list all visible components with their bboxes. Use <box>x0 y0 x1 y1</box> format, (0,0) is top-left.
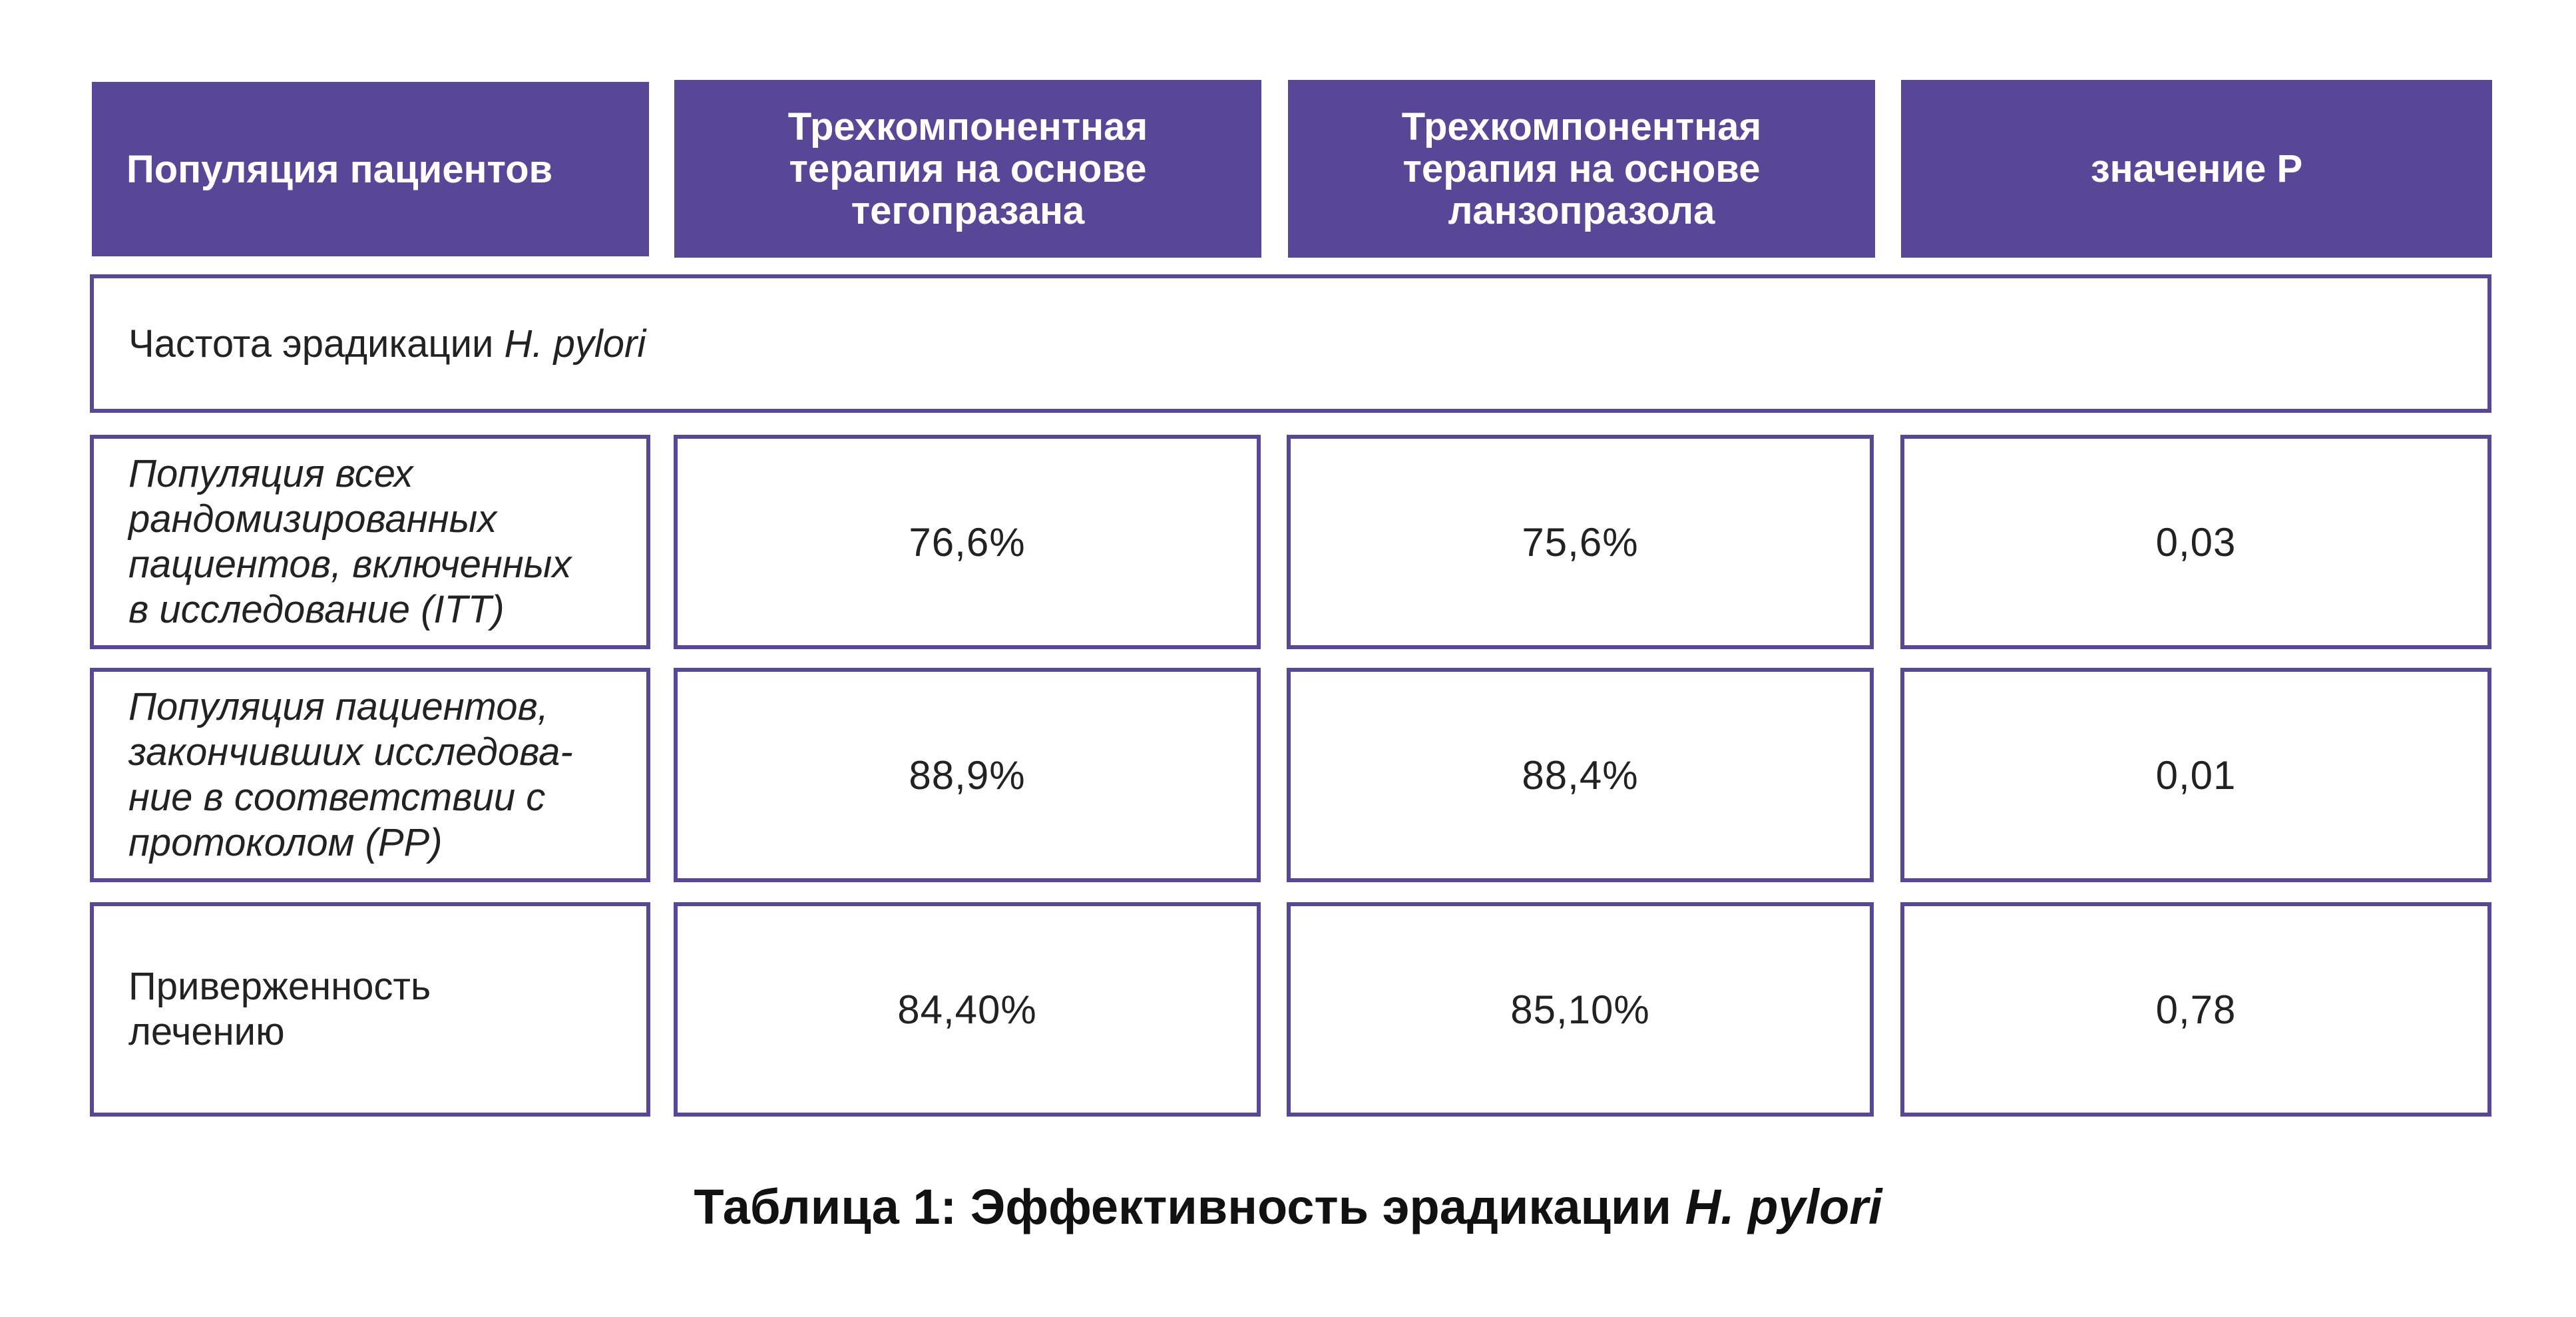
table-cell: 88,9% <box>909 752 1026 798</box>
section-title: Частота эрадикации H. pylori <box>128 322 646 366</box>
header-lansoprazole-label: Трехкомпонентная терапия на основе лaнзо… <box>1401 105 1762 232</box>
row-pp-label-text: Популяция пациентов, закончивших исследо… <box>128 685 573 864</box>
row-adherence-tegoprazan: 84,40% <box>674 902 1261 1117</box>
table-caption: Таблица 1: Эффективность эрадикации H. p… <box>0 1179 2576 1235</box>
header-lansoprazole: Трехкомпонентная терапия на основе лaнзо… <box>1288 80 1875 258</box>
table-cell: 84,40% <box>897 987 1037 1032</box>
row-pp-lansoprazole: 88,4% <box>1287 668 1874 882</box>
header-p-value-label: значение P <box>2090 147 2303 190</box>
section-title-text: Частота эрадикации <box>128 322 505 366</box>
row-adherence-label-text: Приверженность лечению <box>128 965 431 1053</box>
row-adherence-lansoprazole: 85,10% <box>1287 902 1874 1117</box>
table-cell: 0,03 <box>2155 519 2237 565</box>
header-p-value: значение P <box>1901 80 2492 258</box>
header-population: Популяция пациентов <box>92 82 649 256</box>
row-adherence-label: Приверженность лечению <box>90 902 650 1117</box>
section-title-italic: H. pylori <box>504 322 646 366</box>
section-eradication-rate: Частота эрадикации H. pylori <box>90 274 2491 413</box>
table-cell: 88,4% <box>1522 752 1639 798</box>
row-adherence-p-value: 0,78 <box>1900 902 2491 1117</box>
table-cell: 0,01 <box>2155 752 2237 798</box>
table-cell: 75,6% <box>1522 519 1639 565</box>
row-itt-label-text: Популяция всех рандомизированных пациент… <box>128 452 572 631</box>
row-itt-label: Популяция всех рандомизированных пациент… <box>90 435 650 649</box>
table-cell: 85,10% <box>1510 987 1650 1032</box>
row-pp-p-value: 0,01 <box>1900 668 2491 882</box>
row-pp-tegoprazan: 88,9% <box>674 668 1261 882</box>
row-itt-tegoprazan: 76,6% <box>674 435 1261 649</box>
header-tegoprazan: Трехкомпонентная терапия на основе тегоп… <box>674 80 1261 258</box>
row-pp-label: Популяция пациентов, закончивших исследо… <box>90 668 650 882</box>
table-cell: 0,78 <box>2155 987 2237 1032</box>
header-tegoprazan-label: Трехкомпонентная терапия на основе тегоп… <box>787 105 1148 232</box>
table-caption-italic: H. pylori <box>1685 1179 1882 1234</box>
row-itt-p-value: 0,03 <box>1900 435 2491 649</box>
table-cell: 76,6% <box>909 519 1026 565</box>
header-population-label: Популяция пациентов <box>126 147 553 191</box>
row-itt-lansoprazole: 75,6% <box>1287 435 1874 649</box>
table-caption-text: Таблица 1: Эффективность эрадикации <box>694 1179 1685 1234</box>
